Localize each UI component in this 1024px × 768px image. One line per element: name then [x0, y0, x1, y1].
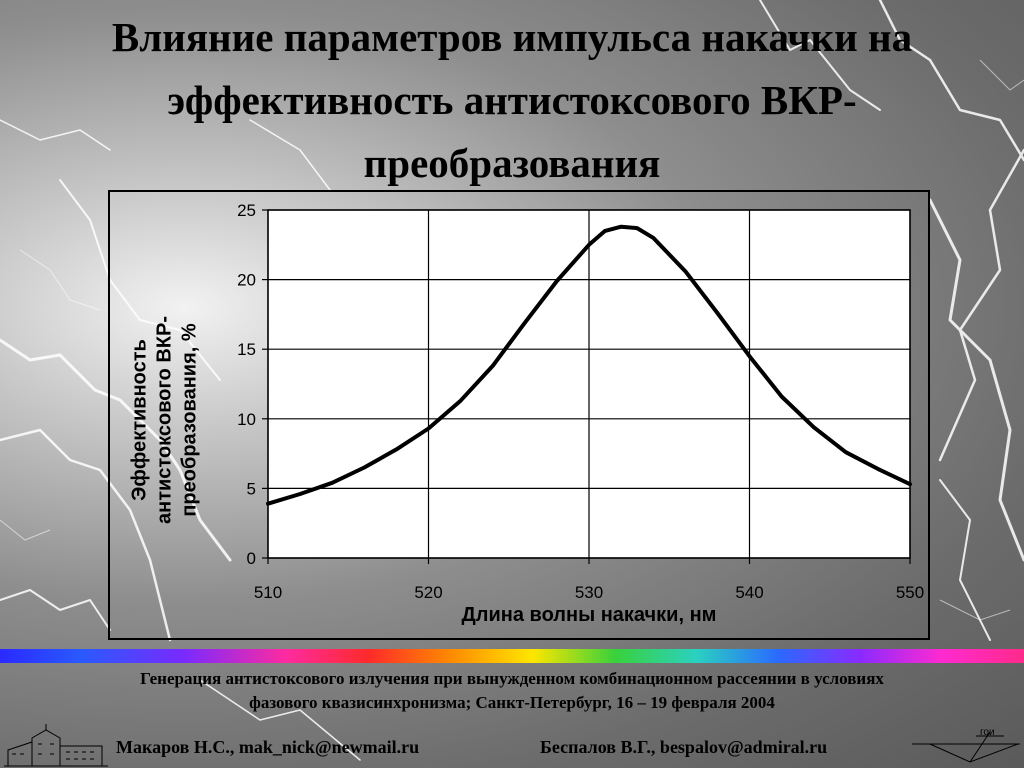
conference-line-1: Генерация антистоксового излучения при в…	[140, 669, 884, 688]
goi-logo-icon	[912, 731, 1020, 763]
x-tick-label: 530	[575, 583, 603, 602]
x-axis-label: Длина волны накачки, нм	[461, 604, 717, 626]
author-1: Макаров Н.С., mak_nick@newmail.ru	[116, 737, 420, 757]
plot-border	[267, 209, 911, 559]
y-tick-label: 0	[247, 549, 256, 568]
x-tick-label: 550	[896, 583, 924, 602]
building-logo-icon	[4, 724, 108, 767]
y-tick-label: 10	[237, 410, 256, 429]
y-tick-label: 20	[237, 271, 256, 290]
conference-info: Генерация антистоксового излучения при в…	[0, 667, 1024, 715]
author-2: Беспалов В.Г., bespalov@admiral.ru	[540, 737, 828, 757]
x-tick-label: 520	[414, 583, 442, 602]
title-line-3: преобразования	[363, 140, 661, 186]
chart-frame	[108, 190, 930, 640]
slide-title: Влияние параметров импульса накачки на э…	[0, 6, 1024, 195]
y-tick-label: 5	[247, 479, 256, 498]
y-tick-label: 15	[237, 340, 256, 359]
y-axis-label-line-3: преобразования, %	[178, 323, 201, 517]
rainbow-divider	[0, 649, 1024, 663]
x-tick-label: 540	[735, 583, 763, 602]
authors-line: Макаров Н.С., mak_nick@newmail.ru Беспал…	[0, 737, 1024, 761]
y-axis-label-line-1: Эффективность	[128, 339, 151, 501]
conference-line-2: фазового квазисинхронизма; Санкт-Петербу…	[249, 693, 775, 712]
title-line-1: Влияние параметров импульса накачки на	[111, 14, 913, 60]
y-axis-label-line-2: антистоксового ВКР-	[153, 316, 176, 524]
title-line-2: эффективность антистоксового ВКР-	[167, 77, 857, 123]
x-tick-label: 510	[254, 583, 282, 602]
y-tick-label: 25	[237, 201, 256, 220]
goi-logo-text: гои	[980, 727, 995, 738]
series-line	[266, 224, 912, 506]
